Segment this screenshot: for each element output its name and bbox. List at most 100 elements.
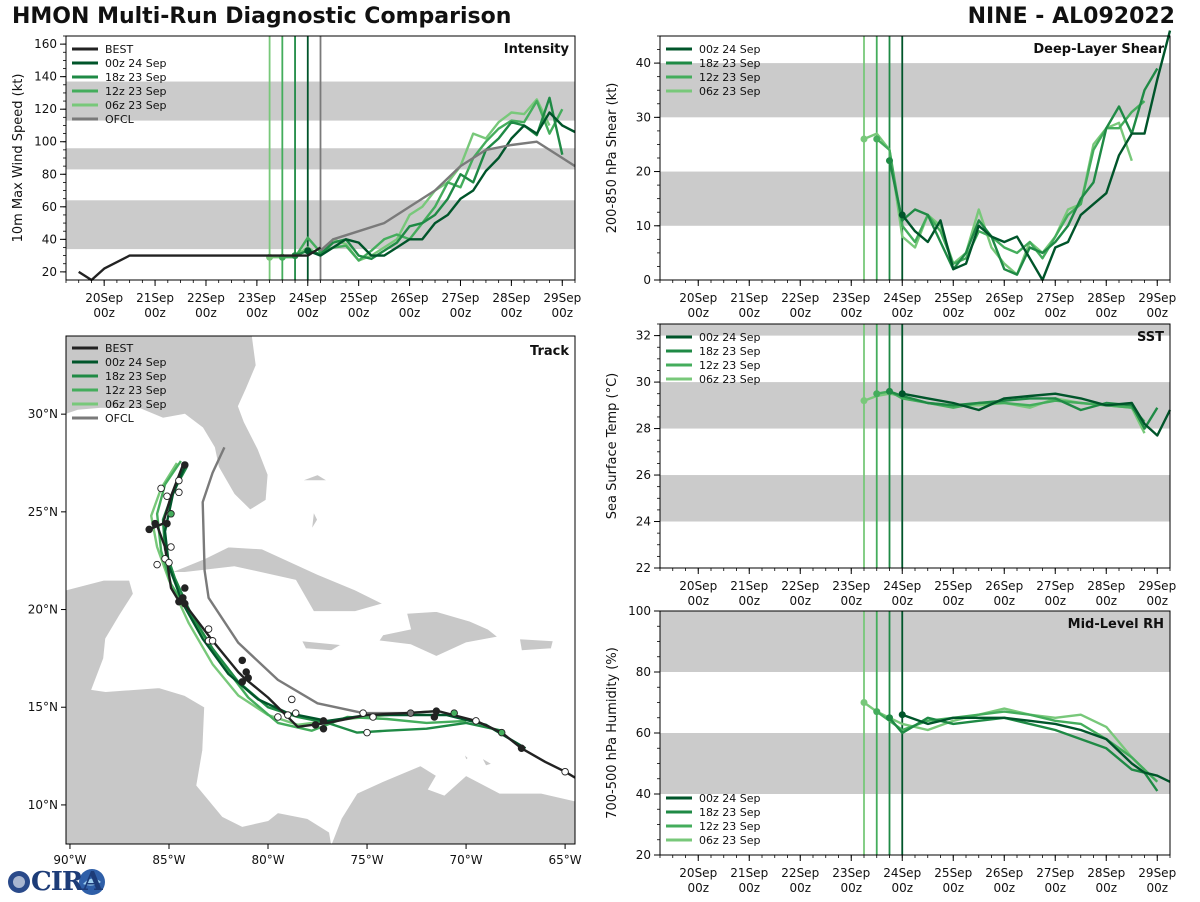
track-point [274,713,282,721]
track-legend-label: 00z 24 Sep [105,356,167,369]
track-series-ofcl [201,446,411,715]
track-point [369,713,377,721]
shear-legend-label: 18z 23 Sep [699,57,761,70]
sst-legend-label: 06z 23 Sep [699,373,761,386]
sst-ytick-label: 30 [636,375,651,389]
intensity-xtick-label: 29Sep [543,291,581,305]
sst-xtick-label: 22Sep [781,579,819,593]
track-point [432,707,441,715]
shear-init-point [860,135,868,143]
track-point [291,709,300,717]
sst-ytick-label: 22 [636,561,651,575]
rh-legend-label: 06z 23 Sep [699,834,761,847]
rh-ytick-label: 80 [636,665,651,679]
rh-xtick-sublabel: 00z [993,881,1015,895]
intensity-xtick-sublabel: 00z [399,306,421,320]
track-point [145,525,153,534]
shear-xtick-label: 27Sep [1036,291,1074,305]
shear-xtick-label: 23Sep [832,291,870,305]
logo-text: CIRA [31,867,103,897]
land-polygon [66,336,269,511]
intensity-xtick-sublabel: 00z [93,306,115,320]
track-point [163,519,171,528]
sst-init-point [886,387,893,395]
sst-xtick-sublabel: 00z [738,594,760,608]
rh-xtick-label: 25Sep [934,866,972,880]
intensity-xtick-sublabel: 00z [195,306,217,320]
rh-xtick-sublabel: 00z [1146,881,1168,895]
intensity-xtick-sublabel: 00z [144,306,166,320]
shear-title: Deep-Layer Shear [1033,42,1164,57]
rh-ytick-label: 60 [636,726,651,740]
intensity-xtick-sublabel: 00z [246,306,268,320]
land-polygon [463,753,469,761]
shear-xtick-label: 21Sep [730,291,768,305]
rh-xtick-sublabel: 00z [1095,881,1117,895]
rh-xtick-label: 24Sep [883,866,921,880]
track-point [175,476,183,485]
track-point [284,711,292,719]
sst-legend-label: 12z 23 Sep [699,359,761,372]
track-xtick-label: 80°W [251,853,284,867]
sst-legend-label: 18z 23 Sep [699,345,761,358]
intensity-ytick-label: 20 [42,265,57,279]
intensity-xtick-label: 26Sep [391,291,429,305]
shear-panel: 01020304020Sep00z21Sep00z22Sep00z23Sep00… [605,30,1176,320]
rh-ylabel: 700-500 hPa Humidity (%) [605,647,620,819]
track-map-area [66,336,575,844]
land-polygon [480,756,493,767]
track-point [363,728,371,737]
intensity-panel: 2040608010012014016020Sep00z21Sep00z22Se… [11,35,581,320]
track-xtick-label: 85°W [152,853,185,867]
intensity-legend-label: 12z 23 Sep [105,85,167,98]
track-point [517,744,526,753]
intensity-xtick-sublabel: 00z [501,306,523,320]
sst-xtick-sublabel: 00z [942,594,964,608]
shear-xtick-label: 22Sep [781,291,819,305]
shear-xtick-sublabel: 00z [1044,306,1066,320]
land-polygon [378,611,499,657]
track-point [208,637,217,645]
intensity-title: Intensity [504,42,570,57]
land-polygon [330,765,575,844]
sst-xtick-label: 26Sep [985,579,1023,593]
land-polygon [311,510,318,530]
track-point [311,721,320,729]
track-point [238,678,247,686]
intensity-legend-label: OFCL [105,113,135,126]
rh-series-r18z23 [888,716,1159,792]
intensity-ytick-label: 40 [42,232,57,246]
track-point [450,709,458,717]
track-point [319,724,328,733]
rh-legend-label: 00z 24 Sep [699,792,761,805]
sst-xtick-label: 24Sep [883,579,921,593]
track-ytick-label: 20°N [28,603,58,617]
land-polygon [301,474,329,482]
rh-xtick-label: 28Sep [1087,866,1125,880]
track-xtick-label: 90°W [53,853,86,867]
intensity-legend-label: BEST [105,43,133,56]
intensity-xtick-label: 22Sep [187,291,225,305]
intensity-xtick-sublabel: 00z [297,306,319,320]
rh-xtick-sublabel: 00z [687,881,709,895]
rh-xtick-sublabel: 00z [891,881,913,895]
sst-xtick-label: 21Sep [730,579,768,593]
land-polygon [301,640,343,652]
intensity-ytick-label: 60 [42,200,57,214]
intensity-ytick-label: 100 [34,135,57,149]
sst-init-point [860,397,868,405]
rh-init-point [873,708,881,716]
shear-ytick-label: 20 [636,165,651,179]
intensity-xtick-label: 25Sep [340,291,378,305]
land-polygon [519,638,554,652]
shear-xtick-sublabel: 00z [942,306,964,320]
rh-ytick-label: 20 [636,848,651,862]
track-point [319,717,328,725]
intensity-xtick-sublabel: 00z [348,306,370,320]
sst-shaded-band [660,475,1170,522]
rh-xtick-sublabel: 00z [942,881,964,895]
rh-shaded-band [660,611,1170,672]
intensity-ytick-label: 80 [42,167,57,181]
track-point [288,695,296,704]
